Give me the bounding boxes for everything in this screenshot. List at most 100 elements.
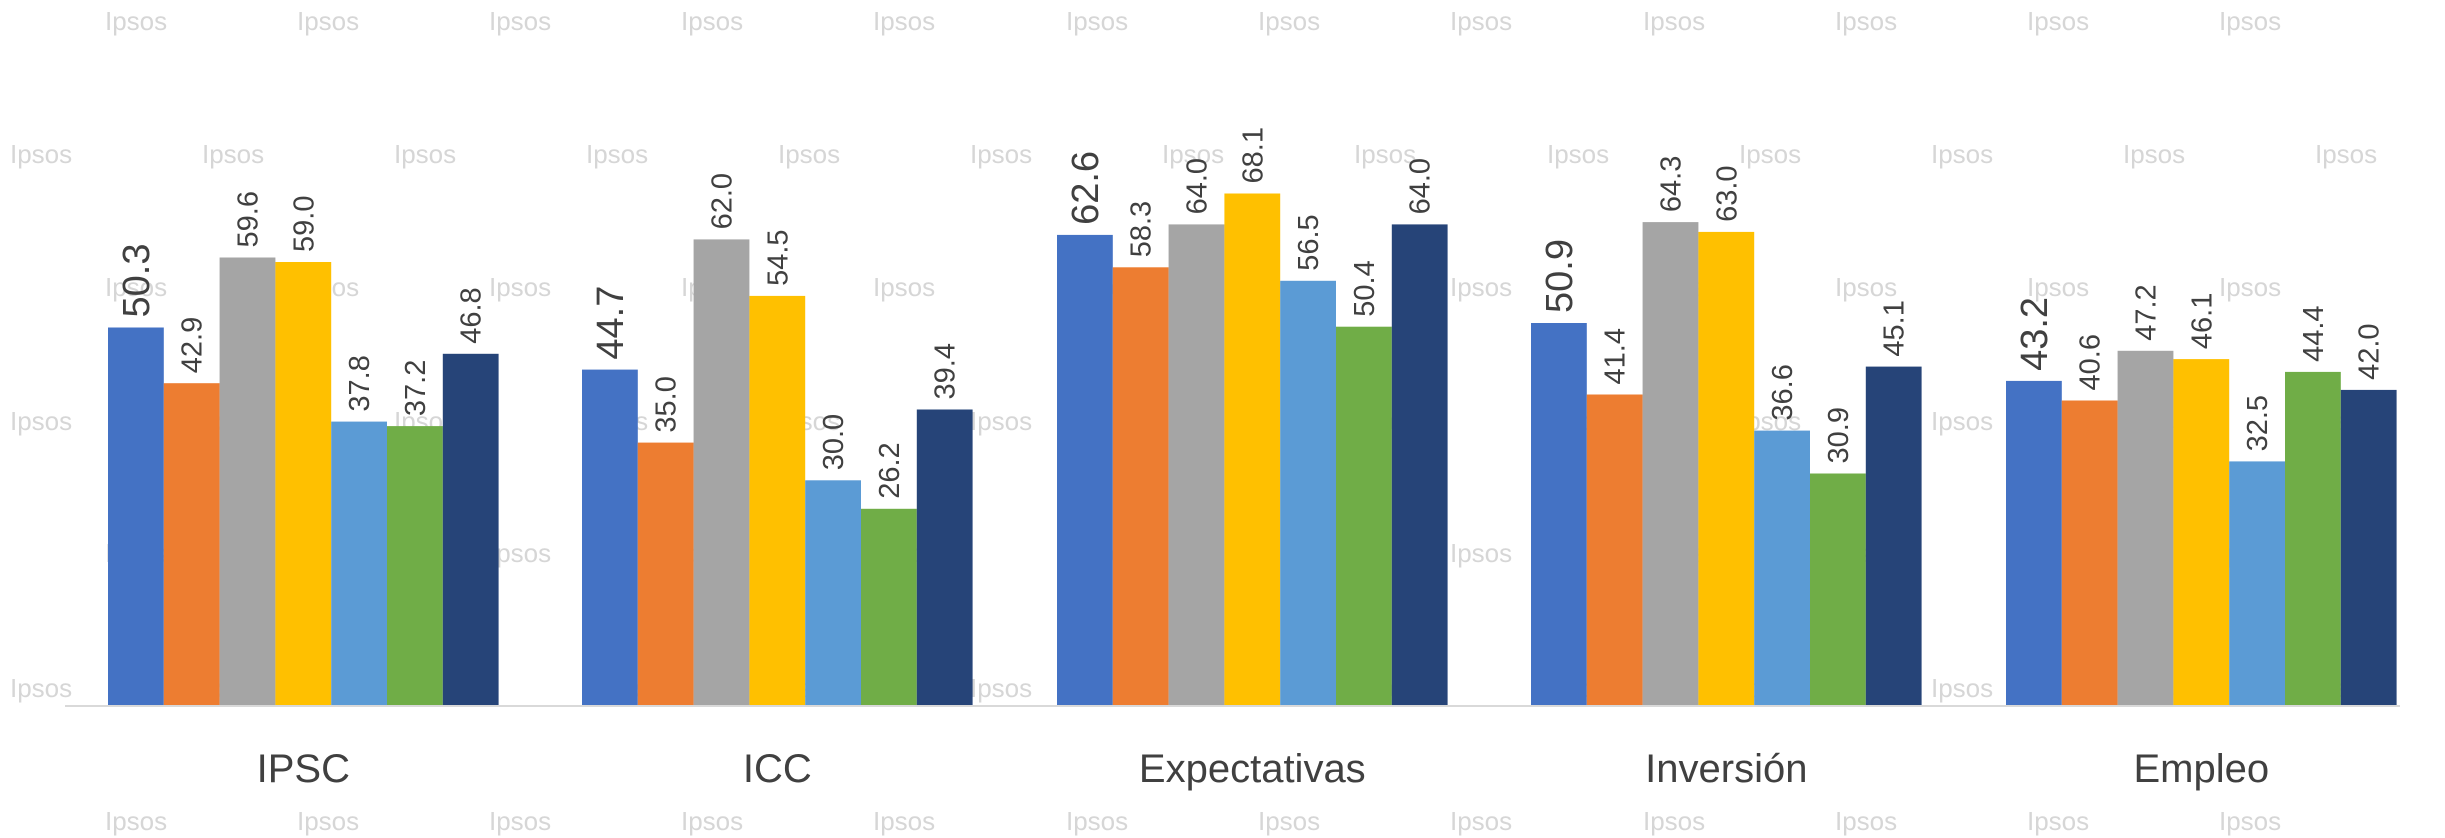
data-label: 43.2	[2014, 297, 2056, 371]
category-labels-layer: IPSC ICC Expectativas Inversión Empleo	[257, 747, 2269, 791]
watermark-text: Ipsos	[489, 6, 551, 36]
bar	[219, 257, 276, 706]
bar	[2285, 371, 2341, 706]
bar	[1280, 280, 1336, 706]
watermark-text: Ipsos	[1450, 538, 1512, 568]
data-label: 59.6	[233, 191, 265, 247]
watermark-text: Ipsos	[10, 406, 72, 436]
watermark-text: Ipsos	[873, 806, 935, 836]
bar	[2173, 359, 2230, 706]
data-label: 50.9	[1539, 239, 1581, 313]
watermark-text: Ipsos	[2027, 806, 2089, 836]
data-label: 58.3	[1126, 201, 1158, 257]
data-labels-layer: 50.3 42.9 59.6 59.0 37.8 37.2 46.8 44.7 35.0 62.0…	[116, 127, 2386, 499]
data-label: 40.6	[2075, 334, 2107, 390]
data-label: 62.0	[707, 173, 739, 229]
bar	[275, 262, 332, 706]
data-label: 59.0	[288, 196, 320, 252]
bar	[331, 421, 387, 706]
watermark-text: Ipsos	[1066, 6, 1128, 36]
data-label: 39.4	[930, 343, 962, 399]
watermark-text: Ipsos	[2315, 139, 2377, 169]
watermark-text: Ipsos	[1931, 406, 1993, 436]
watermark-text: Ipsos	[1258, 806, 1320, 836]
bar	[1865, 366, 1922, 706]
data-label: 46.1	[2186, 293, 2218, 349]
data-label: 68.1	[1237, 127, 1269, 183]
bar	[2229, 461, 2285, 706]
watermark-text: Ipsos	[1643, 6, 1705, 36]
bar	[1336, 326, 1392, 706]
category-label: ICC	[743, 747, 812, 791]
watermark-text: Ipsos	[970, 139, 1032, 169]
watermark-text: Ipsos	[1450, 806, 1512, 836]
bar	[1391, 224, 1448, 706]
data-label: 26.2	[874, 442, 906, 498]
category-label: Inversión	[1645, 747, 1807, 791]
watermark-text: Ipsos	[1354, 139, 1416, 169]
watermark-text: Ipsos	[489, 806, 551, 836]
category-label: IPSC	[257, 747, 350, 791]
watermark-text: Ipsos	[297, 806, 359, 836]
bar	[1754, 430, 1810, 706]
data-label: 42.9	[177, 317, 209, 373]
watermark-text: Ipsos	[873, 6, 935, 36]
data-label: 64.0	[1182, 158, 1214, 214]
data-label: 47.2	[2131, 284, 2163, 340]
watermark-text: Ipsos	[1547, 139, 1609, 169]
bar	[2117, 350, 2174, 706]
data-label: 35.0	[651, 376, 683, 432]
bar	[637, 442, 694, 706]
watermark-text: Ipsos	[10, 673, 72, 703]
bar	[1531, 323, 1587, 706]
watermark-text: Ipsos	[2219, 272, 2281, 302]
watermark-text: Ipsos	[1450, 272, 1512, 302]
watermark-text: Ipsos	[970, 673, 1032, 703]
watermark-text: Ipsos	[778, 139, 840, 169]
bar	[2340, 389, 2397, 706]
bar	[2006, 380, 2062, 706]
watermark-text: Ipsos	[1931, 139, 1993, 169]
watermark-text: Ipsos	[105, 6, 167, 36]
watermark-text: Ipsos	[202, 139, 264, 169]
data-label: 62.6	[1065, 151, 1107, 225]
data-label: 63.0	[1711, 165, 1743, 221]
watermark-text: Ipsos	[2123, 139, 2185, 169]
watermark-text: Ipsos	[1450, 6, 1512, 36]
watermark-text: Ipsos	[1835, 272, 1897, 302]
bar	[693, 239, 750, 706]
bar	[916, 409, 973, 706]
data-label: 64.3	[1656, 156, 1688, 212]
watermark-text: Ipsos	[394, 139, 456, 169]
watermark-text: Ipsos	[1162, 139, 1224, 169]
bar	[1698, 231, 1755, 706]
data-label: 36.6	[1767, 364, 1799, 420]
bar	[1586, 394, 1643, 706]
data-label: 44.7	[590, 286, 632, 360]
data-label: 50.4	[1349, 260, 1381, 316]
data-label: 41.4	[1600, 328, 1632, 384]
data-label: 44.4	[2298, 305, 2330, 361]
watermark-text: Ipsos	[681, 6, 743, 36]
bar	[1810, 473, 1866, 706]
watermark-text: Ipsos	[2027, 6, 2089, 36]
data-label: 37.8	[344, 355, 376, 411]
watermark-text: Ipsos	[2219, 6, 2281, 36]
watermark-text: Ipsos	[2219, 806, 2281, 836]
watermark-text: Ipsos	[1066, 806, 1128, 836]
watermark-text: Ipsos	[873, 272, 935, 302]
bar	[387, 426, 443, 706]
data-label: 46.8	[456, 287, 488, 343]
watermark-text: Ipsos	[1835, 6, 1897, 36]
watermark-text: Ipsos	[1739, 139, 1801, 169]
watermark-text: Ipsos	[297, 6, 359, 36]
watermark-text: Ipsos	[2027, 272, 2089, 302]
data-label: 30.0	[818, 414, 850, 470]
bar	[1642, 222, 1699, 706]
bar	[1057, 234, 1113, 706]
watermark-text: Ipsos	[1931, 673, 1993, 703]
watermark-text: Ipsos	[1643, 806, 1705, 836]
bar	[442, 353, 499, 706]
bars-layer	[108, 193, 2397, 707]
